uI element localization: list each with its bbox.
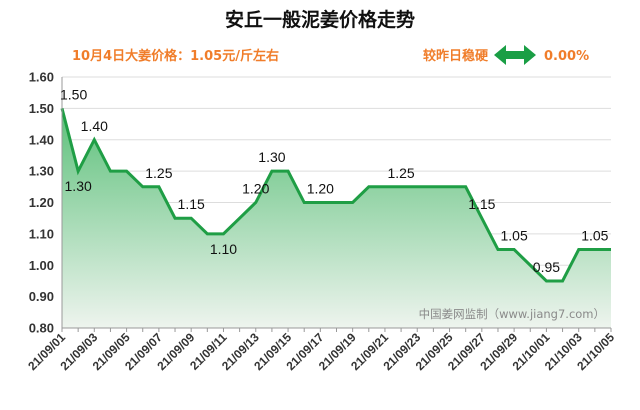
x-axis-ticks: 21/09/0121/09/0321/09/0521/09/0721/09/09… — [25, 328, 617, 373]
data-label: 1.15 — [468, 196, 495, 212]
y-tick-label: 0.80 — [29, 321, 54, 336]
data-label: 1.25 — [387, 165, 414, 181]
data-label: 1.05 — [500, 228, 527, 244]
y-tick-label: 1.00 — [29, 258, 54, 273]
y-tick-label: 1.20 — [29, 195, 54, 210]
watermark: 中国姜网监制（www.jiang7.com） — [419, 307, 605, 321]
data-label: 1.15 — [178, 196, 205, 212]
change-label: 较昨日稳硬 — [423, 48, 489, 64]
y-tick-label: 1.40 — [29, 132, 54, 147]
area-fill — [62, 108, 611, 328]
data-label: 1.25 — [145, 165, 172, 181]
y-axis-ticks: 0.80 0.90 1.00 1.10 1.20 1.30 1.40 1.50 1.60 — [29, 70, 54, 336]
data-label: 1.30 — [258, 149, 285, 165]
data-label: 0.95 — [533, 259, 560, 275]
data-label: 1.40 — [81, 118, 108, 134]
price-subtitle: 10月4日大姜价格：1.05元/斤左右 — [72, 48, 279, 64]
left-right-arrow-icon — [494, 45, 536, 65]
data-label: 1.30 — [65, 178, 92, 194]
y-tick-label: 0.90 — [29, 289, 54, 304]
data-label: 1.20 — [242, 181, 269, 197]
data-label: 1.05 — [581, 228, 608, 244]
data-label: 1.20 — [307, 181, 334, 197]
series-line — [60, 108, 611, 283]
y-tick-label: 1.30 — [29, 164, 54, 179]
y-tick-label: 1.50 — [29, 101, 54, 116]
data-label: 1.10 — [210, 241, 237, 257]
chart-title: 安丘一般泥姜价格走势 — [225, 8, 415, 31]
data-label: 1.50 — [60, 86, 87, 102]
change-value: 0.00% — [544, 49, 589, 64]
plot-area: 0.80 0.90 1.00 1.10 1.20 1.30 1.40 1.50 1.60 21/… — [25, 70, 617, 374]
y-tick-label: 1.60 — [29, 70, 54, 85]
y-tick-label: 1.10 — [29, 226, 54, 241]
data-labels: 1.50 1.30 1.40 1.25 1.15 1.10 1.20 1.30 1.20 1.25… — [60, 86, 609, 275]
